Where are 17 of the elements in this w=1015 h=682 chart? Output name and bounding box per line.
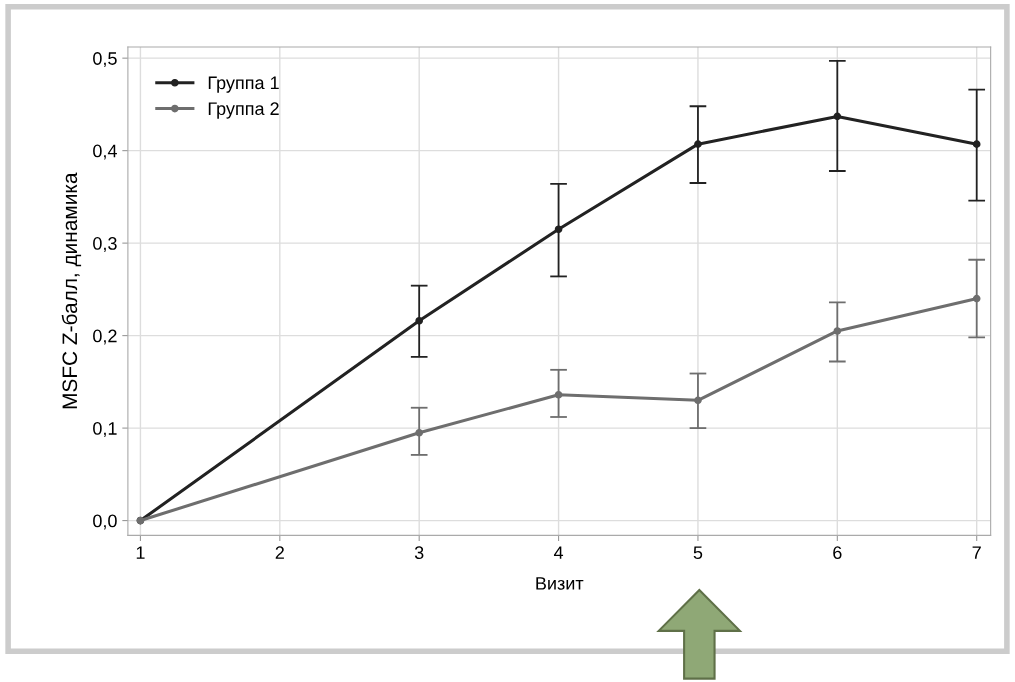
y-tick-label: 0,0 [93, 514, 117, 530]
legend-label: Группа 2 [208, 102, 279, 119]
x-tick-label: 5 [693, 546, 703, 560]
x-tick-label: 6 [833, 546, 842, 560]
x-tick-label: 7 [972, 546, 981, 559]
y-tick-label: 0,4 [93, 144, 117, 160]
y-tick-label: 0,2 [93, 329, 117, 345]
y-axis-title: MSFC Z-балл, динамика [61, 172, 82, 409]
y-tick-label: 0,5 [93, 52, 117, 68]
legend-label: Группа 1 [208, 76, 279, 93]
y-tick-label: 0,3 [93, 237, 117, 252]
x-tick-label: 1 [136, 546, 145, 559]
x-tick-label: 3 [414, 546, 424, 560]
x-axis-title: Визит [536, 577, 584, 590]
x-tick-label: 4 [553, 546, 564, 559]
x-tick-label: 2 [275, 546, 284, 559]
y-tick-label: 0,1 [93, 422, 117, 437]
